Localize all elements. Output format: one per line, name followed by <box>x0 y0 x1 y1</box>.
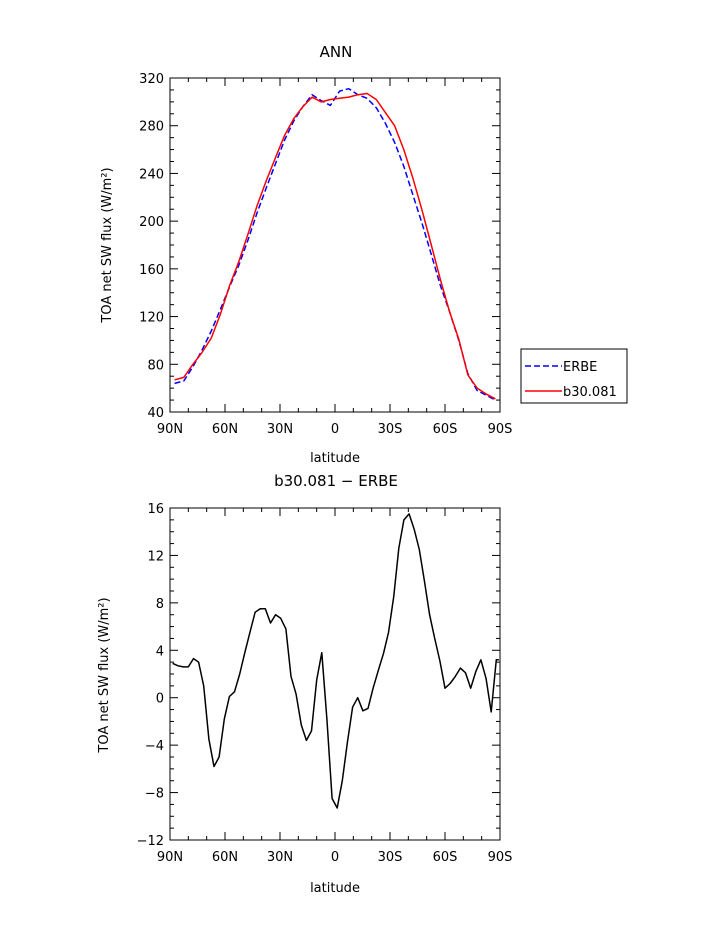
x-ticks: 90N 60N 30N 0 30S 60S 90S <box>157 508 513 865</box>
panel-bottom: b30.081 − ERBE −12 −8 −4 0 4 8 12 16 90N 60N 30N 0… <box>97 472 512 896</box>
x-tick-label: 30N <box>267 850 293 865</box>
y-tick-label: 16 <box>147 502 164 517</box>
x-tick-label: 60S <box>433 422 458 437</box>
y-axis-label: TOA net SW flux (W/m²) <box>100 167 115 323</box>
chart-title: b30.081 − ERBE <box>274 472 398 490</box>
x-tick-label: 60N <box>212 422 238 437</box>
x-tick-label: 0 <box>331 422 339 437</box>
x-tick-label: 60S <box>433 850 458 865</box>
x-tick-label: 0 <box>331 850 339 865</box>
y-tick-label: 280 <box>139 120 164 135</box>
legend-label-b30081: b30.081 <box>563 385 617 400</box>
y-tick-label: −8 <box>145 787 164 802</box>
x-tick-label: 30S <box>378 422 403 437</box>
y-tick-label: 8 <box>156 597 164 612</box>
y-ticks: 40 80 120 160 200 240 280 320 <box>139 72 500 421</box>
x-tick-label: 90N <box>157 850 183 865</box>
legend: ERBE b30.081 <box>520 348 628 404</box>
y-tick-label: 12 <box>147 549 164 564</box>
series-line-diff-0 <box>172 513 499 809</box>
series-line-erbe <box>174 87 496 401</box>
x-tick-label: 90S <box>488 850 513 865</box>
x-tick-label: 30S <box>378 850 403 865</box>
x-tick-label: 60N <box>212 850 238 865</box>
panel-top: ANN 40 80 120 160 200 240 280 320 90N 60N 30N 0 30S… <box>100 43 628 466</box>
series-line-b30081 <box>174 92 496 400</box>
legend-label-erbe: ERBE <box>563 360 597 375</box>
y-tick-label: −4 <box>145 739 164 754</box>
y-tick-label: 120 <box>139 311 164 326</box>
y-axis-label: TOA net SW flux (W/m²) <box>97 597 112 753</box>
y-tick-label: 0 <box>156 692 164 707</box>
x-tick-label: 90S <box>488 422 513 437</box>
y-ticks: −12 −8 −4 0 4 8 12 16 <box>137 502 500 849</box>
chart-title: ANN <box>320 43 353 61</box>
y-tick-label: −12 <box>137 834 164 849</box>
plot-frame <box>169 507 501 841</box>
y-tick-label: 4 <box>156 644 164 659</box>
legend-box <box>520 348 628 404</box>
y-tick-label: 160 <box>139 263 164 278</box>
plot-frame <box>169 77 501 413</box>
series-lines <box>172 513 499 809</box>
series-lines <box>174 87 496 401</box>
y-tick-label: 320 <box>139 72 164 87</box>
x-axis-label: latitude <box>310 881 360 896</box>
y-tick-label: 200 <box>139 215 164 230</box>
x-axis-label: latitude <box>310 451 360 466</box>
y-tick-label: 240 <box>139 167 164 182</box>
x-tick-label: 90N <box>157 422 183 437</box>
x-tick-label: 30N <box>267 422 293 437</box>
x-ticks: 90N 60N 30N 0 30S 60S 90S <box>157 78 513 437</box>
y-tick-label: 80 <box>147 358 164 373</box>
y-tick-label: 40 <box>147 406 164 421</box>
